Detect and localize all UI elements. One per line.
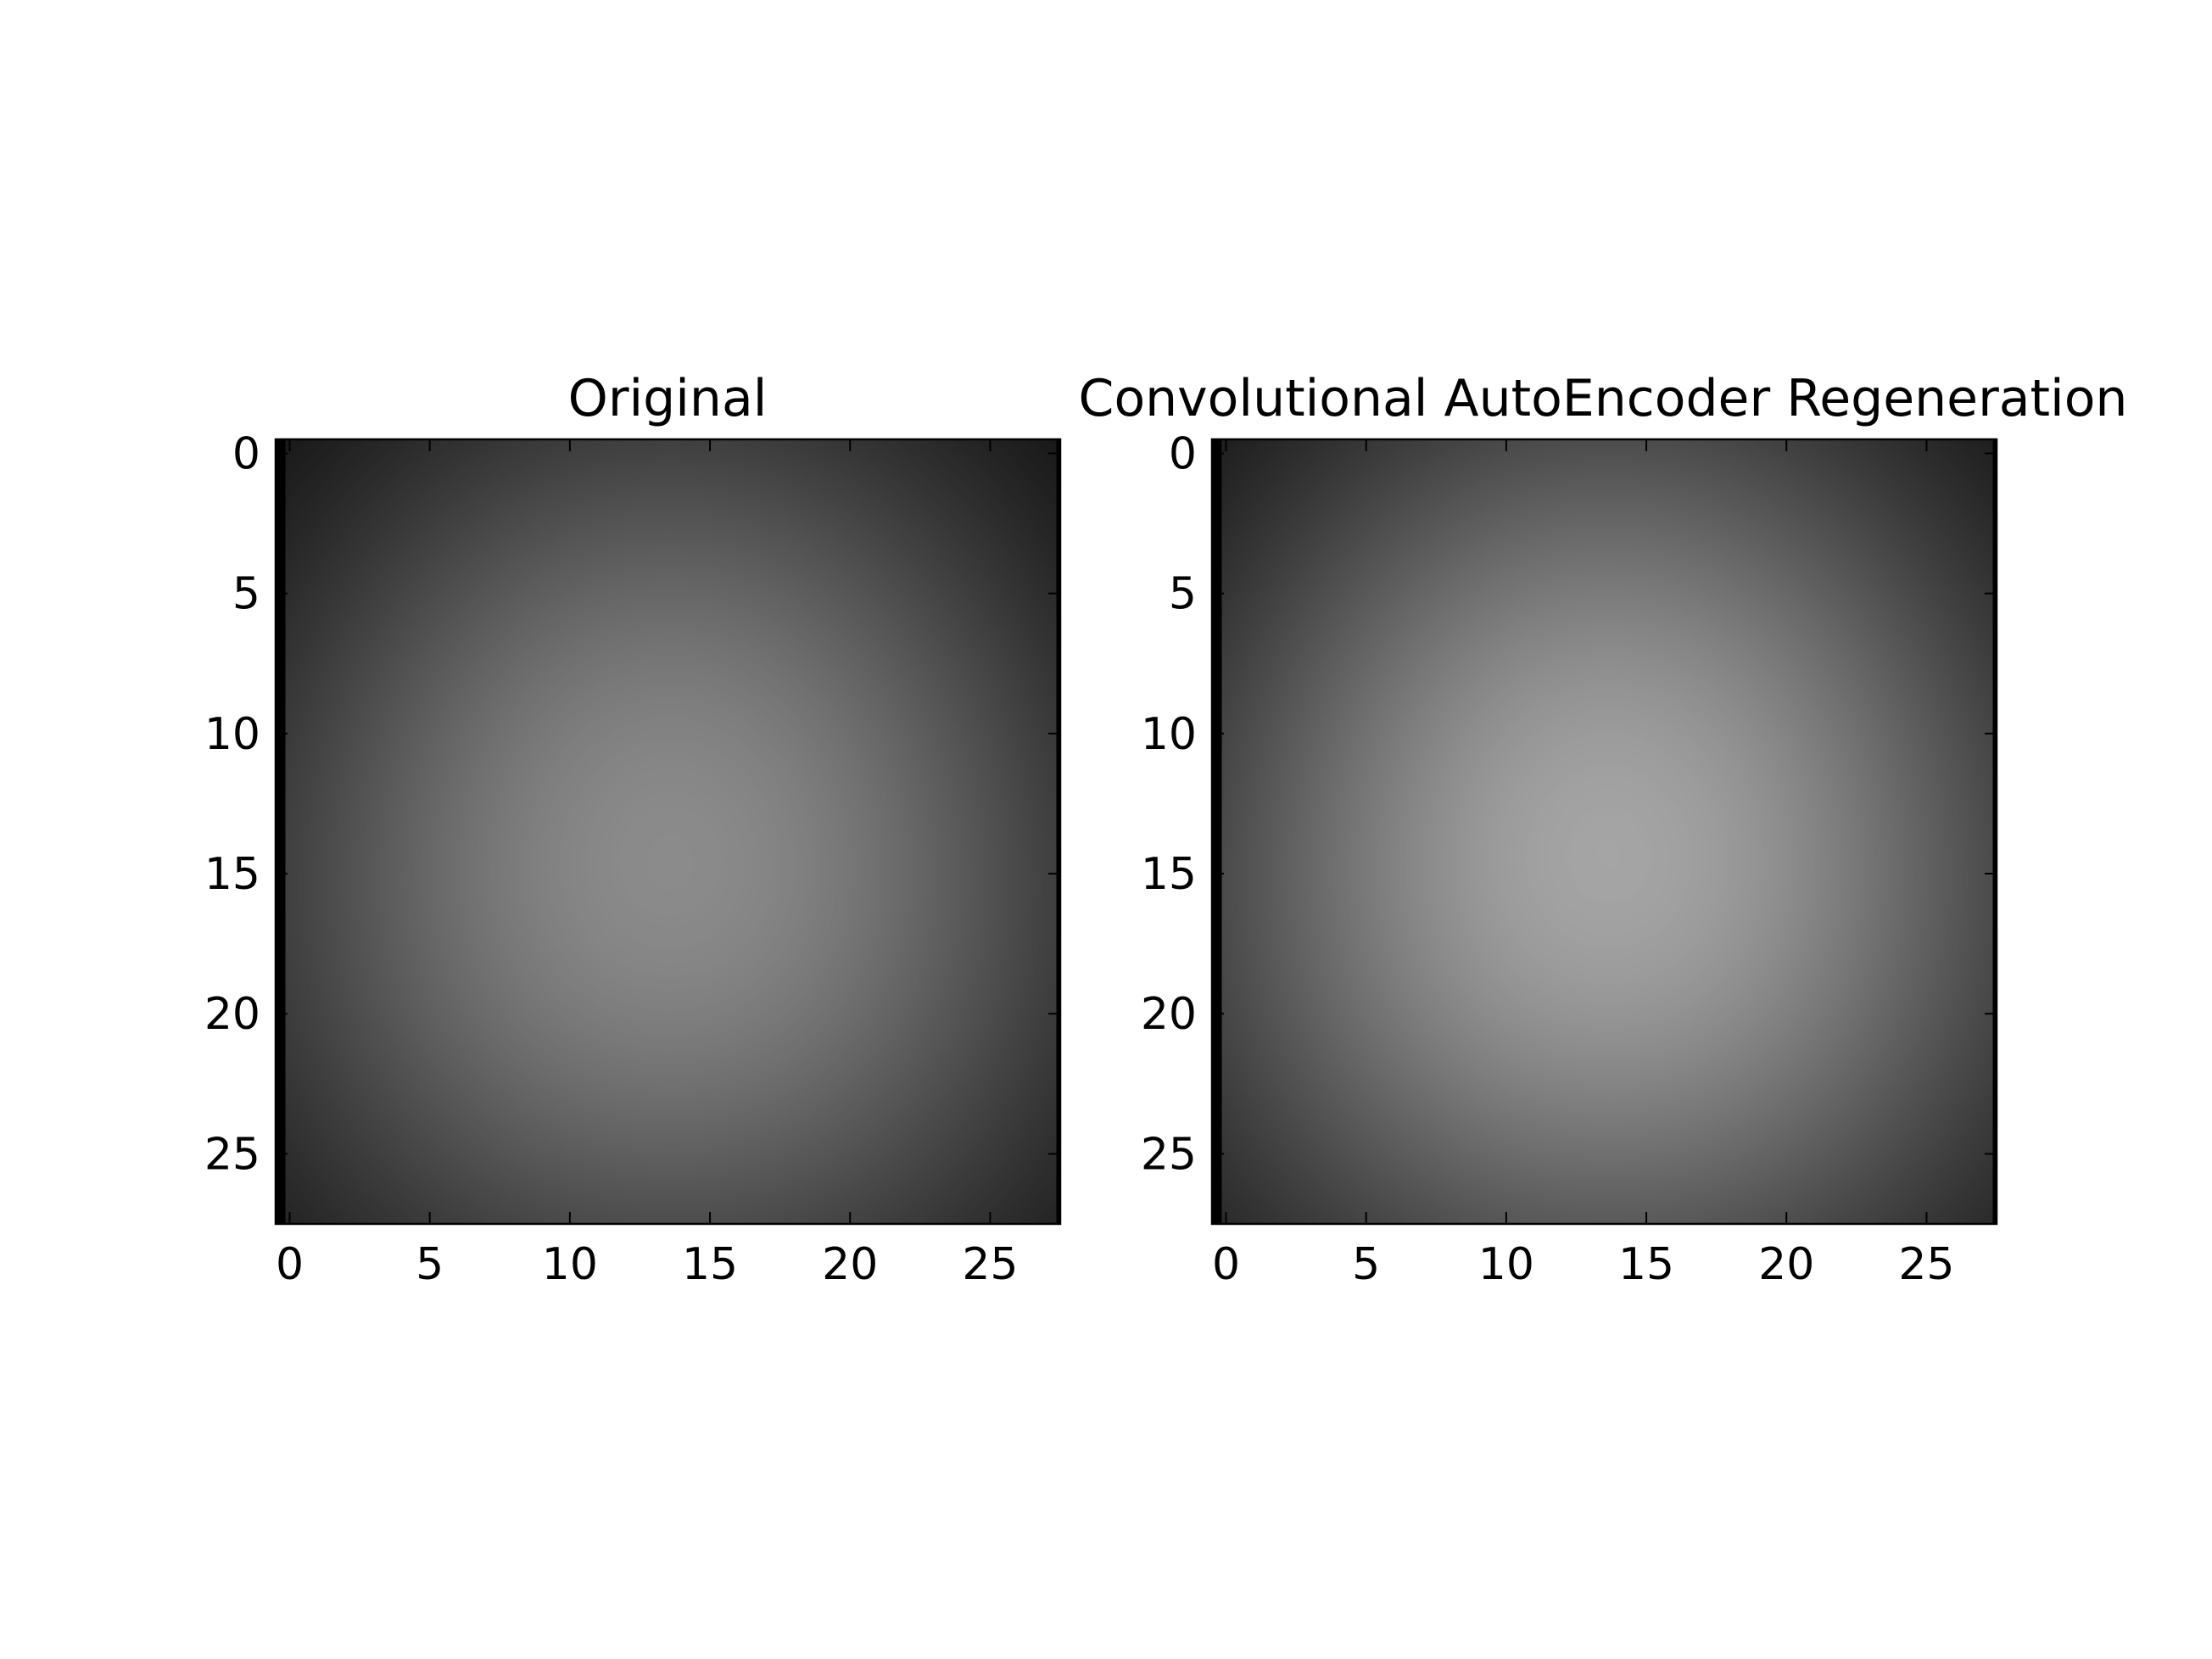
y-tick-label: 10 — [1141, 709, 1197, 760]
y-tick-label: 5 — [1169, 569, 1197, 620]
panel-original: Original 0 5 10 15 20 25 0 5 10 15 20 25 — [204, 369, 1060, 1290]
y-tick-label: 20 — [1141, 989, 1197, 1040]
x-tick-label: 15 — [1618, 1239, 1674, 1290]
x-tick-label: 20 — [1758, 1239, 1814, 1290]
y-tick-label: 25 — [1141, 1129, 1197, 1180]
x-tick-label: 5 — [1352, 1239, 1380, 1290]
y-tick-label: 5 — [232, 569, 260, 620]
x-tick-label: 0 — [1212, 1239, 1240, 1290]
x-tick-label: 0 — [276, 1239, 304, 1290]
y-tick-label: 25 — [204, 1129, 260, 1180]
y-tick-label: 10 — [204, 709, 260, 760]
x-tick-label: 15 — [682, 1239, 738, 1290]
x-tick-label: 10 — [1478, 1239, 1534, 1290]
x-tick-label: 25 — [1898, 1239, 1954, 1290]
image-regenerated — [1212, 439, 1997, 1224]
panel-title-original: Original — [568, 369, 768, 428]
x-tick-label: 10 — [542, 1239, 598, 1290]
x-tick-label: 5 — [416, 1239, 444, 1290]
panel-regenerated: Convolutional AutoEncoder Regeneration 0… — [1079, 369, 2128, 1290]
x-tick-label: 20 — [822, 1239, 878, 1290]
image-original — [276, 439, 1060, 1224]
y-tick-label: 20 — [204, 989, 260, 1040]
y-tick-label: 0 — [1169, 429, 1197, 480]
x-tick-label: 25 — [962, 1239, 1018, 1290]
panel-title-regenerated: Convolutional AutoEncoder Regeneration — [1079, 369, 2128, 428]
y-tick-label: 15 — [1141, 849, 1197, 900]
y-tick-label: 0 — [232, 429, 260, 480]
y-tick-label: 15 — [204, 849, 260, 900]
